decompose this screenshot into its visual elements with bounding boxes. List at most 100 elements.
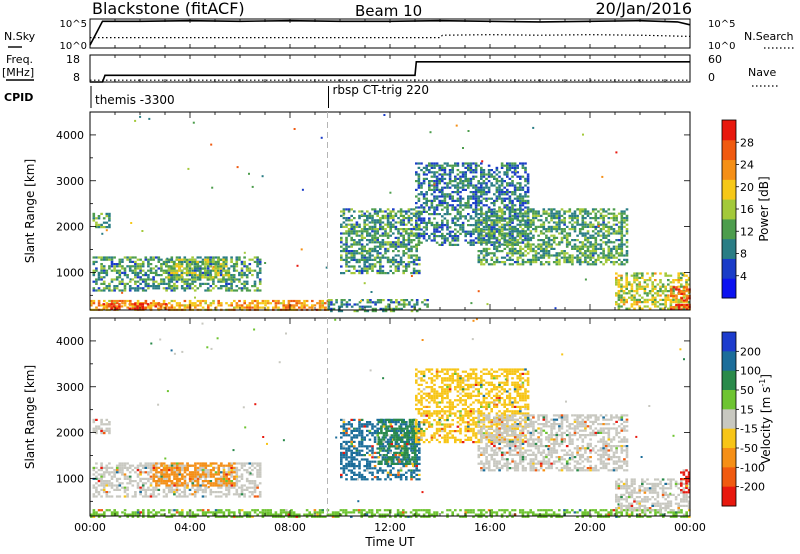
data-cell (113, 263, 116, 266)
data-cell (293, 128, 296, 130)
data-cell (612, 217, 616, 220)
data-cell (620, 283, 623, 286)
data-cell (620, 236, 624, 239)
data-cell (360, 256, 364, 259)
data-cell (508, 243, 512, 246)
data-cell (141, 477, 145, 480)
data-cell (379, 210, 382, 213)
data-cell (511, 219, 514, 222)
data-cell (482, 234, 486, 237)
data-cell (170, 274, 174, 277)
data-cell (350, 250, 353, 253)
data-cell (524, 171, 527, 174)
data-cell (384, 228, 387, 231)
data-cell (467, 199, 470, 202)
data-cell (428, 188, 431, 191)
data-cell (683, 286, 686, 289)
data-cell (537, 245, 540, 248)
data-cell (144, 302, 148, 305)
data-cell (625, 301, 628, 304)
data-cell (186, 306, 189, 309)
data-cell (224, 278, 228, 281)
data-cell (500, 197, 504, 200)
data-cell (584, 243, 587, 246)
data-cell (392, 250, 395, 253)
data-cell (136, 258, 140, 261)
data-cell (188, 285, 192, 288)
data-cell (371, 241, 374, 244)
data-cell (191, 256, 194, 259)
data-cell (175, 276, 179, 279)
data-cell (480, 234, 483, 237)
data-cell (384, 230, 387, 233)
data-cell (394, 225, 398, 228)
data-cell (443, 171, 447, 174)
data-cell (172, 260, 176, 264)
data-cell (560, 208, 564, 211)
data-cell (230, 265, 233, 268)
data-cell (498, 180, 501, 183)
data-cell (292, 299, 296, 303)
data-cell (586, 236, 590, 239)
data-cell (417, 232, 421, 235)
data-cell (682, 294, 686, 297)
data-cell (227, 304, 231, 307)
data-cell (516, 188, 519, 191)
data-cell (415, 272, 418, 275)
data-cell (371, 263, 374, 266)
data-cell (677, 511, 681, 514)
data-cell (630, 290, 634, 293)
data-cell (206, 282, 210, 285)
data-cell (506, 243, 509, 246)
data-cell (550, 214, 553, 217)
power-panel-ytick-label: 2000 (56, 221, 84, 234)
data-cell (620, 225, 624, 228)
data-cell (435, 204, 439, 207)
data-cell (118, 260, 122, 263)
data-cell (175, 302, 179, 305)
data-cell (417, 162, 421, 165)
data-cell (620, 294, 623, 297)
data-cell (392, 245, 395, 248)
data-cell (604, 223, 608, 226)
data-cell (459, 509, 462, 512)
data-cell (272, 306, 275, 309)
data-cell (594, 236, 598, 239)
data-cell (245, 265, 249, 268)
data-cell (591, 252, 595, 255)
data-cell (589, 263, 592, 266)
data-cell (386, 217, 390, 220)
data-cell (472, 239, 475, 242)
data-cell (100, 495, 103, 498)
data-cell (381, 232, 385, 235)
data-cell (560, 219, 564, 222)
data-cell (394, 515, 397, 518)
data-cell (435, 206, 439, 209)
data-cell (537, 256, 540, 259)
data-cell (410, 299, 414, 302)
data-cell (435, 224, 439, 227)
data-cell (487, 232, 491, 235)
data-cell (526, 202, 530, 205)
data-cell (230, 511, 233, 514)
data-cell (258, 267, 262, 270)
data-cell (498, 232, 501, 235)
data-cell (371, 225, 374, 228)
data-cell (353, 225, 356, 228)
data-cell (152, 282, 155, 285)
data-cell (412, 513, 415, 516)
data-cell (446, 515, 449, 518)
data-cell (480, 199, 483, 202)
data-cell (340, 225, 343, 228)
data-cell (102, 258, 106, 261)
data-cell (519, 188, 522, 191)
data-cell (599, 228, 603, 231)
data-cell (209, 276, 212, 279)
data-cell (272, 299, 275, 303)
data-cell (258, 269, 262, 272)
data-cell (524, 184, 527, 187)
power-colorbar-segment (722, 278, 736, 299)
data-cell (381, 515, 384, 518)
data-cell (555, 214, 559, 217)
data-cell (415, 171, 418, 174)
